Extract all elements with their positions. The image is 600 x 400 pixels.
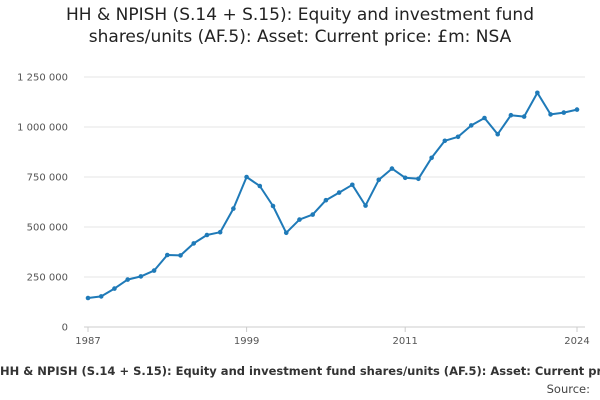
data-point[interactable] <box>336 190 342 195</box>
x-tick-label: 2024 <box>564 336 589 347</box>
source-label: Source: <box>546 382 590 396</box>
data-point[interactable] <box>98 294 104 299</box>
data-point[interactable] <box>482 115 487 121</box>
x-tick-label: 1987 <box>75 336 100 347</box>
chart-title: HH & NPISH (S.14 + S.15): Equity and inv… <box>66 5 534 47</box>
x-axis: 1987 1999 2011 2024 <box>75 326 590 347</box>
data-point[interactable] <box>283 230 289 236</box>
data-point[interactable] <box>535 90 540 96</box>
data-point[interactable] <box>297 217 302 222</box>
data-point[interactable] <box>561 110 567 115</box>
data-point[interactable] <box>244 174 249 180</box>
data-point[interactable] <box>138 274 144 279</box>
data-point[interactable] <box>204 232 210 238</box>
legend-label: HH & NPISH (S.14 + S.15): Equity and inv… <box>0 364 600 378</box>
data-point[interactable] <box>376 177 382 183</box>
data-point[interactable] <box>151 268 157 273</box>
series-line <box>87 91 578 299</box>
x-tick-label: 1999 <box>234 336 259 347</box>
data-point[interactable] <box>363 203 368 208</box>
y-tick-label: 750 000 <box>27 173 68 184</box>
data-point[interactable] <box>508 112 514 118</box>
data-point[interactable] <box>521 114 527 119</box>
data-point[interactable] <box>402 175 408 181</box>
series-layer <box>85 90 580 301</box>
data-point[interactable] <box>85 295 91 301</box>
data-point[interactable] <box>323 197 329 203</box>
y-tick-label: 1 250 000 <box>17 73 68 84</box>
y-axis: 0 250 000 500 000 750 000 1 000 000 1 250 000 <box>17 73 68 334</box>
data-point[interactable] <box>442 138 448 144</box>
y-tick-label: 1 000 000 <box>17 123 68 134</box>
data-point[interactable] <box>125 277 130 282</box>
data-point[interactable] <box>429 155 434 161</box>
data-point[interactable] <box>574 107 580 112</box>
y-tick-label: 0 <box>62 323 68 334</box>
data-point[interactable] <box>389 166 395 171</box>
data-point[interactable] <box>231 206 236 211</box>
y-tick-label: 250 000 <box>27 273 68 284</box>
data-point[interactable] <box>468 123 474 128</box>
data-point[interactable] <box>495 131 501 137</box>
data-point[interactable] <box>416 176 421 182</box>
data-point[interactable] <box>257 183 263 189</box>
y-tick-label: 500 000 <box>27 223 68 234</box>
data-point[interactable] <box>164 252 170 258</box>
data-point[interactable] <box>178 253 183 258</box>
data-point[interactable] <box>191 241 197 246</box>
x-tick-label: 2011 <box>392 336 417 347</box>
data-point[interactable] <box>217 229 223 235</box>
data-point[interactable] <box>112 286 117 291</box>
data-point[interactable] <box>548 112 553 117</box>
data-point[interactable] <box>310 212 315 217</box>
data-point[interactable] <box>455 134 461 140</box>
data-point[interactable] <box>350 182 355 188</box>
data-point[interactable] <box>270 203 276 209</box>
